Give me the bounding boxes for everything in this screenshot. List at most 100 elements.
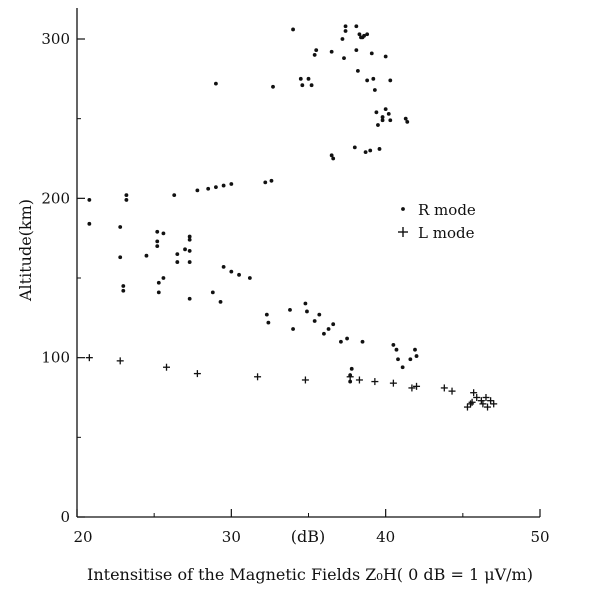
r-mode-point (161, 231, 166, 236)
r-mode-point (298, 76, 303, 81)
r-mode-point (329, 49, 334, 54)
x-axis-title: Intensitise of the Magnetic Fields Z₀H( … (87, 565, 533, 584)
x-tick-label: 50 (530, 528, 549, 546)
r-mode-point (221, 264, 226, 269)
r-mode-point (343, 24, 348, 29)
legend: R mode L mode (398, 201, 476, 242)
r-mode-point (144, 253, 149, 258)
r-mode-point (352, 145, 357, 150)
r-mode-point (345, 336, 349, 341)
r-mode-point (291, 327, 295, 331)
r-mode-point (187, 260, 192, 264)
r-mode-point (339, 339, 343, 344)
r-mode-point (388, 78, 393, 83)
y-axis-ticks: 0 100 200 300 (41, 30, 85, 526)
r-mode-point (303, 301, 308, 306)
r-mode-point (183, 247, 187, 252)
r-mode-point (329, 153, 334, 158)
r-mode-point (247, 276, 252, 280)
l-mode-point (371, 378, 379, 386)
r-mode-point (214, 81, 218, 86)
l-mode-point (413, 382, 421, 390)
r-mode-point (155, 244, 160, 249)
r-mode-point (156, 290, 161, 295)
r-mode-point (187, 296, 192, 301)
r-mode-point (229, 269, 234, 274)
r-mode-point (380, 115, 385, 119)
l-mode-point (116, 357, 124, 365)
r-mode-point (175, 260, 180, 264)
r-mode-point (312, 53, 317, 57)
l-mode-point (490, 400, 498, 408)
r-mode-point (365, 32, 370, 37)
r-mode-point (271, 84, 275, 89)
r-mode-point (340, 37, 345, 41)
r-mode-point (354, 24, 359, 29)
r-mode-point (365, 78, 370, 83)
r-mode-point (172, 193, 177, 198)
l-mode-point (468, 398, 476, 406)
r-mode-point (413, 347, 417, 352)
l-mode-points (85, 354, 498, 411)
legend-r-mode-marker (401, 207, 405, 211)
r-mode-point (348, 379, 353, 384)
r-mode-point (210, 290, 215, 295)
r-mode-point (363, 150, 368, 155)
l-mode-point (254, 373, 262, 381)
r-mode-point (118, 225, 123, 229)
r-mode-point (124, 198, 129, 202)
r-mode-point (124, 193, 129, 198)
r-mode-point (360, 339, 365, 344)
r-mode-point (331, 322, 336, 327)
r-mode-point (391, 343, 396, 347)
l-mode-point (473, 394, 481, 401)
r-mode-point (309, 83, 314, 88)
l-mode-point (163, 363, 171, 371)
r-mode-points (87, 24, 419, 384)
r-mode-point (314, 48, 319, 53)
l-mode-point (470, 389, 478, 397)
r-mode-point (195, 188, 200, 193)
legend-r-mode-label: R mode (418, 201, 476, 219)
x-tick-label: 40 (376, 528, 395, 546)
r-mode-point (206, 186, 211, 191)
r-mode-point (118, 255, 123, 260)
r-mode-point (187, 234, 192, 239)
r-mode-point (380, 118, 385, 123)
l-mode-point (448, 387, 456, 395)
r-mode-point (312, 319, 317, 323)
y-axis-title: Altitude(km) (16, 199, 35, 302)
r-mode-point (400, 365, 405, 370)
r-mode-point (362, 33, 366, 38)
r-mode-point (266, 320, 271, 325)
r-mode-point (326, 327, 331, 331)
y-tick-label: 300 (41, 30, 70, 48)
l-mode-point (482, 394, 490, 401)
r-mode-point (306, 76, 311, 81)
l-mode-point (440, 384, 448, 392)
r-mode-point (357, 32, 362, 37)
r-mode-point (342, 56, 346, 61)
r-mode-point (214, 185, 218, 190)
r-mode-point (269, 178, 274, 183)
r-mode-point (187, 249, 192, 253)
r-mode-point (383, 54, 388, 59)
r-mode-point (377, 147, 382, 151)
r-mode-point (354, 48, 359, 53)
x-axis-ticks: 20 30 40 50 (73, 509, 550, 546)
r-mode-point (331, 156, 336, 161)
r-mode-point (317, 312, 322, 317)
r-mode-point (305, 309, 309, 314)
r-mode-point (161, 276, 166, 280)
r-mode-point (237, 272, 241, 277)
l-mode-point (389, 379, 397, 387)
r-mode-point (87, 198, 92, 202)
r-mode-point (371, 76, 376, 81)
y-tick-label: 0 (60, 508, 70, 526)
l-mode-point (301, 376, 309, 384)
r-mode-point (218, 300, 223, 304)
r-mode-point (121, 284, 126, 288)
r-mode-point (388, 118, 393, 123)
r-mode-point (374, 110, 379, 115)
